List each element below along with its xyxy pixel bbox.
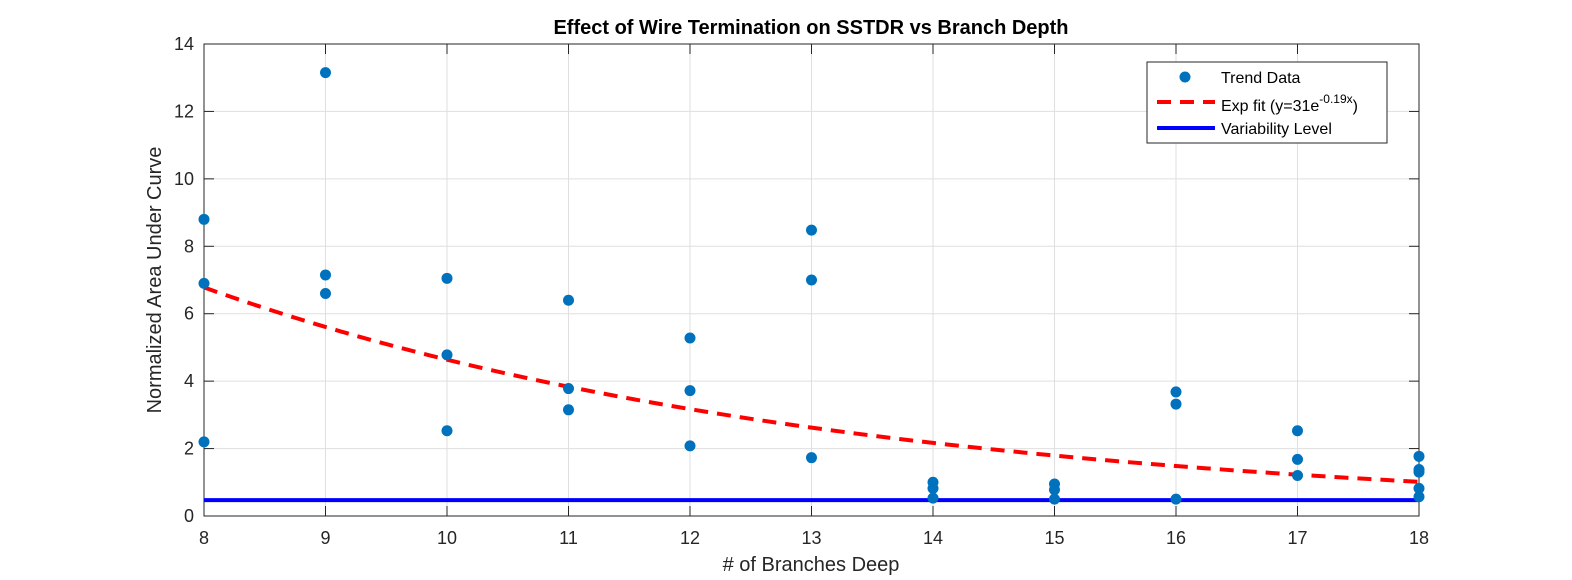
legend-exp-fit-suffix: )	[1353, 98, 1358, 115]
trend-data-point	[684, 385, 696, 397]
y-tick-label: 4	[184, 371, 194, 391]
x-tick-label: 18	[1409, 528, 1429, 548]
axis-ticks	[203, 43, 1420, 517]
x-tick-label: 9	[320, 528, 330, 548]
legend-label-variability-level: Variability Level	[1221, 121, 1332, 138]
trend-data-point	[198, 277, 210, 289]
legend-marker-trend-data	[1179, 71, 1191, 83]
trend-data-point	[1170, 493, 1182, 505]
y-axis-label: Normalized Area Under Curve	[144, 147, 166, 414]
x-tick-label: 14	[923, 528, 943, 548]
trend-data-point	[684, 440, 696, 452]
trend-data-point	[563, 404, 574, 416]
x-tick-label: 13	[801, 528, 821, 548]
x-tick-label: 10	[437, 528, 457, 548]
trend-data-point	[563, 383, 574, 395]
y-tick-label: 0	[184, 506, 194, 526]
trend-data-point	[1413, 491, 1425, 503]
y-tick-label: 10	[174, 169, 194, 189]
trend-data-point	[198, 213, 210, 225]
trend-data-point	[1170, 386, 1182, 398]
x-axis-label: # of Branches Deep	[723, 554, 900, 576]
trend-data-point	[806, 274, 817, 286]
trend-data-point	[1413, 482, 1425, 494]
trend-data-point	[1413, 466, 1425, 478]
trend-data-point	[806, 452, 817, 464]
chart-title: Effect of Wire Termination on SSTDR vs B…	[553, 17, 1068, 39]
x-tick-label: 12	[680, 528, 700, 548]
exp-fit-curve	[203, 285, 1420, 484]
legend-exp-fit-prefix: Exp fit (y=31e	[1221, 98, 1319, 115]
trend-data-point	[441, 272, 453, 284]
y-tick-label: 6	[184, 304, 194, 324]
y-tick-label: 2	[184, 439, 194, 459]
trend-data-point	[198, 436, 210, 448]
trend-data-point	[806, 224, 817, 236]
legend-label-exp-fit: Exp fit (y=31e-0.19x)	[1221, 92, 1358, 115]
trend-data-point	[927, 492, 939, 504]
series	[198, 67, 1425, 505]
trend-data-point	[441, 425, 453, 437]
trend-data-point	[1049, 493, 1060, 505]
trend-data-point	[1292, 425, 1303, 437]
trend-data-point	[563, 294, 574, 306]
trend-data-point	[320, 269, 331, 281]
x-tick-label: 15	[1044, 528, 1064, 548]
x-tick-label: 17	[1287, 528, 1307, 548]
y-tick-labels: 0 2 4 6 8 10 12 14	[174, 34, 194, 526]
y-tick-label: 12	[174, 101, 194, 121]
trend-data-point	[441, 349, 453, 361]
trend-data-point	[1413, 450, 1425, 462]
trend-data-point	[927, 482, 939, 494]
x-tick-labels: 8 9 10 11 12 13 14 15 16 17 18	[199, 528, 1429, 548]
trend-data-point	[684, 332, 696, 344]
trend-data-point	[1049, 484, 1060, 496]
y-tick-label: 8	[184, 236, 194, 256]
trend-data-points	[198, 67, 1425, 505]
legend: Trend Data Exp fit (y=31e-0.19x) Variabi…	[1146, 61, 1388, 144]
trend-data-point	[1170, 398, 1182, 410]
x-tick-label: 8	[199, 528, 209, 548]
x-tick-label: 11	[559, 528, 578, 548]
trend-data-point	[320, 287, 331, 299]
x-tick-label: 16	[1166, 528, 1186, 548]
trend-data-point	[1292, 453, 1303, 465]
legend-exp-fit-exponent: -0.19x	[1319, 92, 1352, 106]
trend-data-point	[1292, 470, 1303, 482]
legend-label-trend-data: Trend Data	[1221, 70, 1301, 87]
y-tick-label: 14	[174, 34, 194, 54]
trend-data-point	[320, 67, 331, 79]
